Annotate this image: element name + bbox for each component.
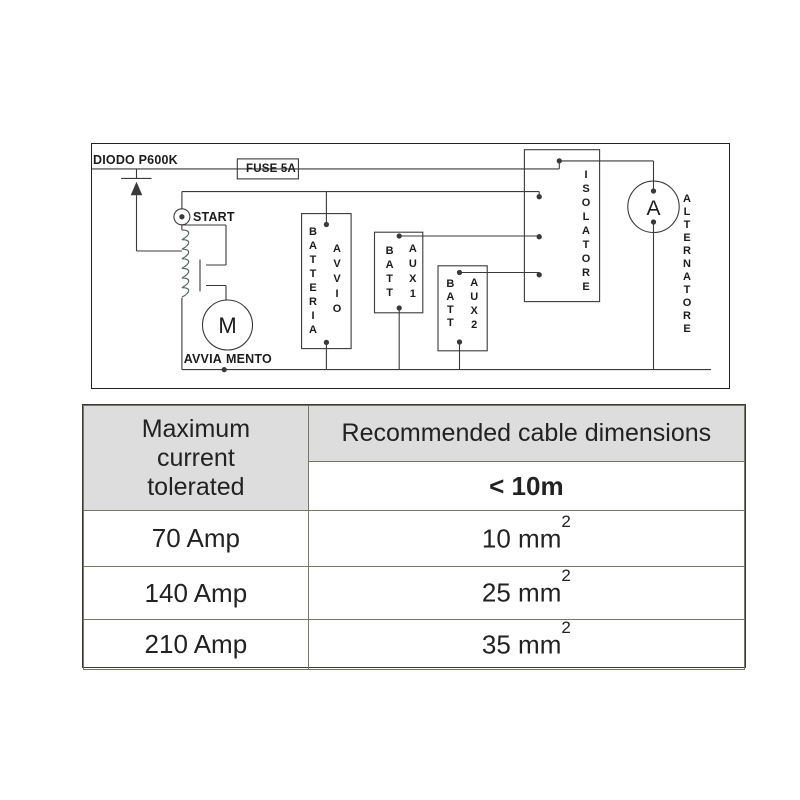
svg-text:1: 1	[410, 288, 416, 300]
svg-text:DIODO P600K: DIODO P600K	[93, 153, 178, 167]
svg-text:L: L	[684, 206, 691, 218]
svg-text:O: O	[582, 253, 591, 265]
svg-text:T: T	[583, 239, 590, 251]
svg-text:A: A	[683, 271, 691, 283]
svg-text:A: A	[582, 225, 590, 237]
svg-text:R: R	[683, 245, 691, 257]
svg-text:T: T	[310, 268, 317, 280]
svg-text:I: I	[311, 310, 314, 322]
svg-text:E: E	[309, 282, 316, 294]
svg-text:L: L	[583, 211, 590, 223]
svg-text:E: E	[582, 281, 589, 293]
svg-text:M: M	[218, 313, 236, 338]
svg-text:T: T	[447, 304, 454, 316]
svg-text:A: A	[333, 243, 341, 255]
svg-text:U: U	[409, 258, 417, 270]
svg-text:U: U	[470, 291, 478, 303]
svg-text:T: T	[684, 219, 691, 231]
svg-text:N: N	[683, 258, 691, 270]
svg-text:MENTO: MENTO	[226, 352, 272, 366]
svg-text:T: T	[310, 254, 317, 266]
svg-text:O: O	[333, 303, 342, 315]
svg-text:X: X	[471, 305, 479, 317]
svg-text:I: I	[584, 169, 587, 181]
svg-text:S: S	[582, 183, 589, 195]
svg-text:T: T	[684, 284, 691, 296]
svg-text:E: E	[683, 323, 690, 335]
svg-text:A: A	[309, 240, 317, 252]
svg-text:B: B	[446, 278, 454, 290]
svg-text:FUSE 5A: FUSE 5A	[246, 163, 296, 175]
svg-text:R: R	[683, 310, 691, 322]
svg-text:A: A	[409, 243, 417, 255]
svg-text:2: 2	[471, 319, 477, 331]
svg-text:O: O	[683, 297, 692, 309]
svg-text:A: A	[470, 277, 478, 289]
svg-text:A: A	[309, 324, 317, 336]
svg-text:A: A	[386, 259, 394, 271]
svg-text:B: B	[309, 226, 317, 238]
svg-text:V: V	[333, 273, 341, 285]
svg-text:T: T	[386, 287, 393, 299]
svg-text:R: R	[309, 296, 317, 308]
svg-text:R: R	[582, 267, 590, 279]
svg-text:V: V	[333, 258, 341, 270]
svg-text:T: T	[386, 273, 393, 285]
svg-text:B: B	[386, 245, 394, 257]
svg-text:O: O	[582, 197, 591, 209]
svg-text:T: T	[447, 317, 454, 329]
svg-text:AVVIA: AVVIA	[184, 352, 222, 366]
svg-text:X: X	[409, 273, 417, 285]
svg-text:A: A	[683, 193, 691, 205]
svg-text:A: A	[646, 197, 660, 220]
svg-text:START: START	[193, 210, 235, 224]
svg-text:I: I	[335, 288, 338, 300]
svg-text:E: E	[683, 232, 690, 244]
svg-text:A: A	[446, 291, 454, 303]
